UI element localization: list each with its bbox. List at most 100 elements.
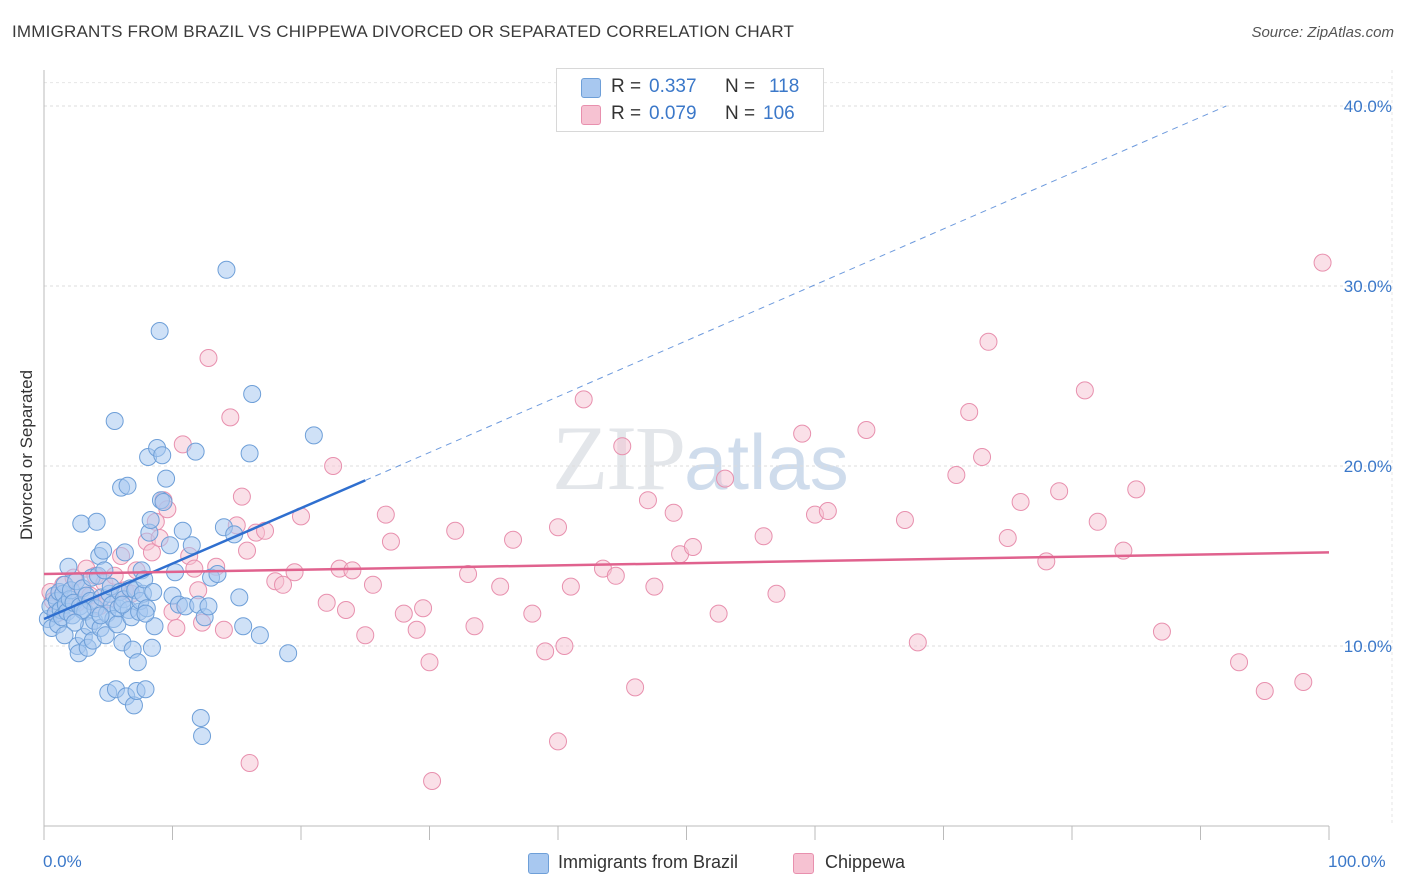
brazil-point (142, 638, 161, 657)
chippewa-point (536, 642, 555, 661)
brazil-point (145, 617, 164, 636)
brazil-trend-line (43, 479, 366, 621)
brazil-point (105, 412, 124, 430)
chippewa-point (1313, 253, 1332, 272)
chippewa-point (1230, 653, 1249, 672)
chippewa-point (446, 521, 465, 540)
legend-n-value: 118 (769, 76, 800, 97)
chippewa-point (142, 543, 161, 562)
chippewa-point (606, 566, 625, 585)
brazil-point (304, 426, 323, 445)
brazil-point (65, 613, 84, 632)
bottom-swatch-brazil (528, 853, 549, 874)
chippewa-point (561, 577, 580, 596)
chippewa-point (232, 487, 251, 506)
chart-title: IMMIGRANTS FROM BRAZIL VS CHIPPEWA DIVOR… (12, 22, 795, 41)
chippewa-point (407, 620, 426, 639)
y-tick-label: 30.0% (1344, 277, 1392, 296)
chippewa-point (613, 437, 632, 456)
chippewa-point (221, 408, 240, 427)
brazil-point (154, 493, 173, 511)
legend-swatch-brazil (581, 78, 601, 98)
brazil-point (55, 626, 74, 645)
chippewa-trend-line (43, 551, 1330, 576)
chippewa-point (167, 619, 186, 637)
chippewa-point (767, 584, 786, 603)
legend-n-label: N = (725, 103, 756, 124)
chippewa-point (420, 653, 439, 672)
chippewa-point (238, 541, 257, 560)
chippewa-point (638, 491, 657, 510)
brazil-point (94, 541, 113, 560)
chippewa-point (376, 505, 395, 524)
chippewa-point (356, 626, 375, 645)
chippewa-point (754, 527, 773, 546)
brazil-point (72, 514, 91, 533)
correlation-legend: R = 0.337 N = 118 R = 0.079 N = 106 (556, 68, 824, 132)
brazil-points (38, 260, 323, 745)
chippewa-point (317, 593, 336, 612)
trend-lines (43, 105, 1330, 621)
brazil-point (153, 446, 172, 465)
bottom-legend-label: Immigrants from Brazil (558, 852, 739, 872)
chippewa-point (1088, 512, 1107, 531)
chippewa-point (343, 561, 362, 580)
chippewa-point (1037, 552, 1056, 571)
brazil-point (96, 626, 115, 645)
brazil-point (193, 727, 212, 745)
chippewa-point (998, 529, 1017, 547)
chippewa-point (1127, 480, 1146, 499)
chippewa-point (947, 466, 966, 484)
chippewa-point (459, 565, 478, 583)
chippewa-points (41, 253, 1332, 790)
brazil-point (217, 260, 236, 279)
chippewa-point (716, 469, 735, 488)
brazil-point (118, 476, 137, 495)
chippewa-point (491, 577, 510, 596)
chippewa-point (818, 502, 837, 520)
chippewa-point (793, 424, 812, 443)
chippewa-point (979, 332, 998, 351)
y-tick-label: 10.0% (1344, 637, 1392, 656)
brazil-point (115, 543, 134, 562)
source-credit: Source: ZipAtlas.com (1251, 24, 1394, 41)
legend-r-label: R = (611, 76, 642, 97)
chippewa-point (960, 403, 979, 421)
brazil-point (91, 606, 110, 625)
brazil-point (199, 597, 218, 616)
legend-r-label: R = (611, 103, 642, 124)
legend-r-value: 0.337 (649, 76, 697, 97)
chippewa-point (1255, 682, 1274, 700)
chippewa-point (423, 772, 442, 790)
brazil-point (95, 561, 114, 580)
y-tick-label: 40.0% (1344, 97, 1392, 116)
chippewa-point (626, 678, 645, 697)
chippewa-point (214, 620, 233, 639)
x-tick-min: 0.0% (43, 852, 82, 871)
brazil-point (173, 521, 192, 540)
chippewa-point (1152, 622, 1171, 641)
chippewa-point (555, 637, 574, 655)
x-tick-max: 100.0% (1328, 852, 1386, 871)
brazil-point (240, 444, 259, 463)
chippewa-point (199, 349, 218, 367)
chippewa-point (504, 530, 523, 549)
chippewa-point (381, 532, 400, 551)
legend-r-value: 0.079 (649, 103, 697, 124)
brazil-point (150, 322, 169, 340)
chippewa-point (1050, 482, 1069, 501)
brazil-point (234, 617, 253, 636)
chippewa-point (240, 754, 259, 772)
chippewa-point (664, 503, 683, 522)
chippewa-point (285, 563, 304, 582)
brazil-point (113, 595, 132, 614)
chippewa-point (274, 575, 293, 594)
chippewa-point (574, 390, 593, 409)
brazil-point (191, 709, 210, 727)
brazil-trend-extension (365, 105, 1227, 481)
legend-n-value: 106 (763, 103, 795, 124)
brazil-point (243, 385, 262, 403)
brazil-point (208, 565, 227, 583)
chippewa-point (857, 421, 876, 439)
